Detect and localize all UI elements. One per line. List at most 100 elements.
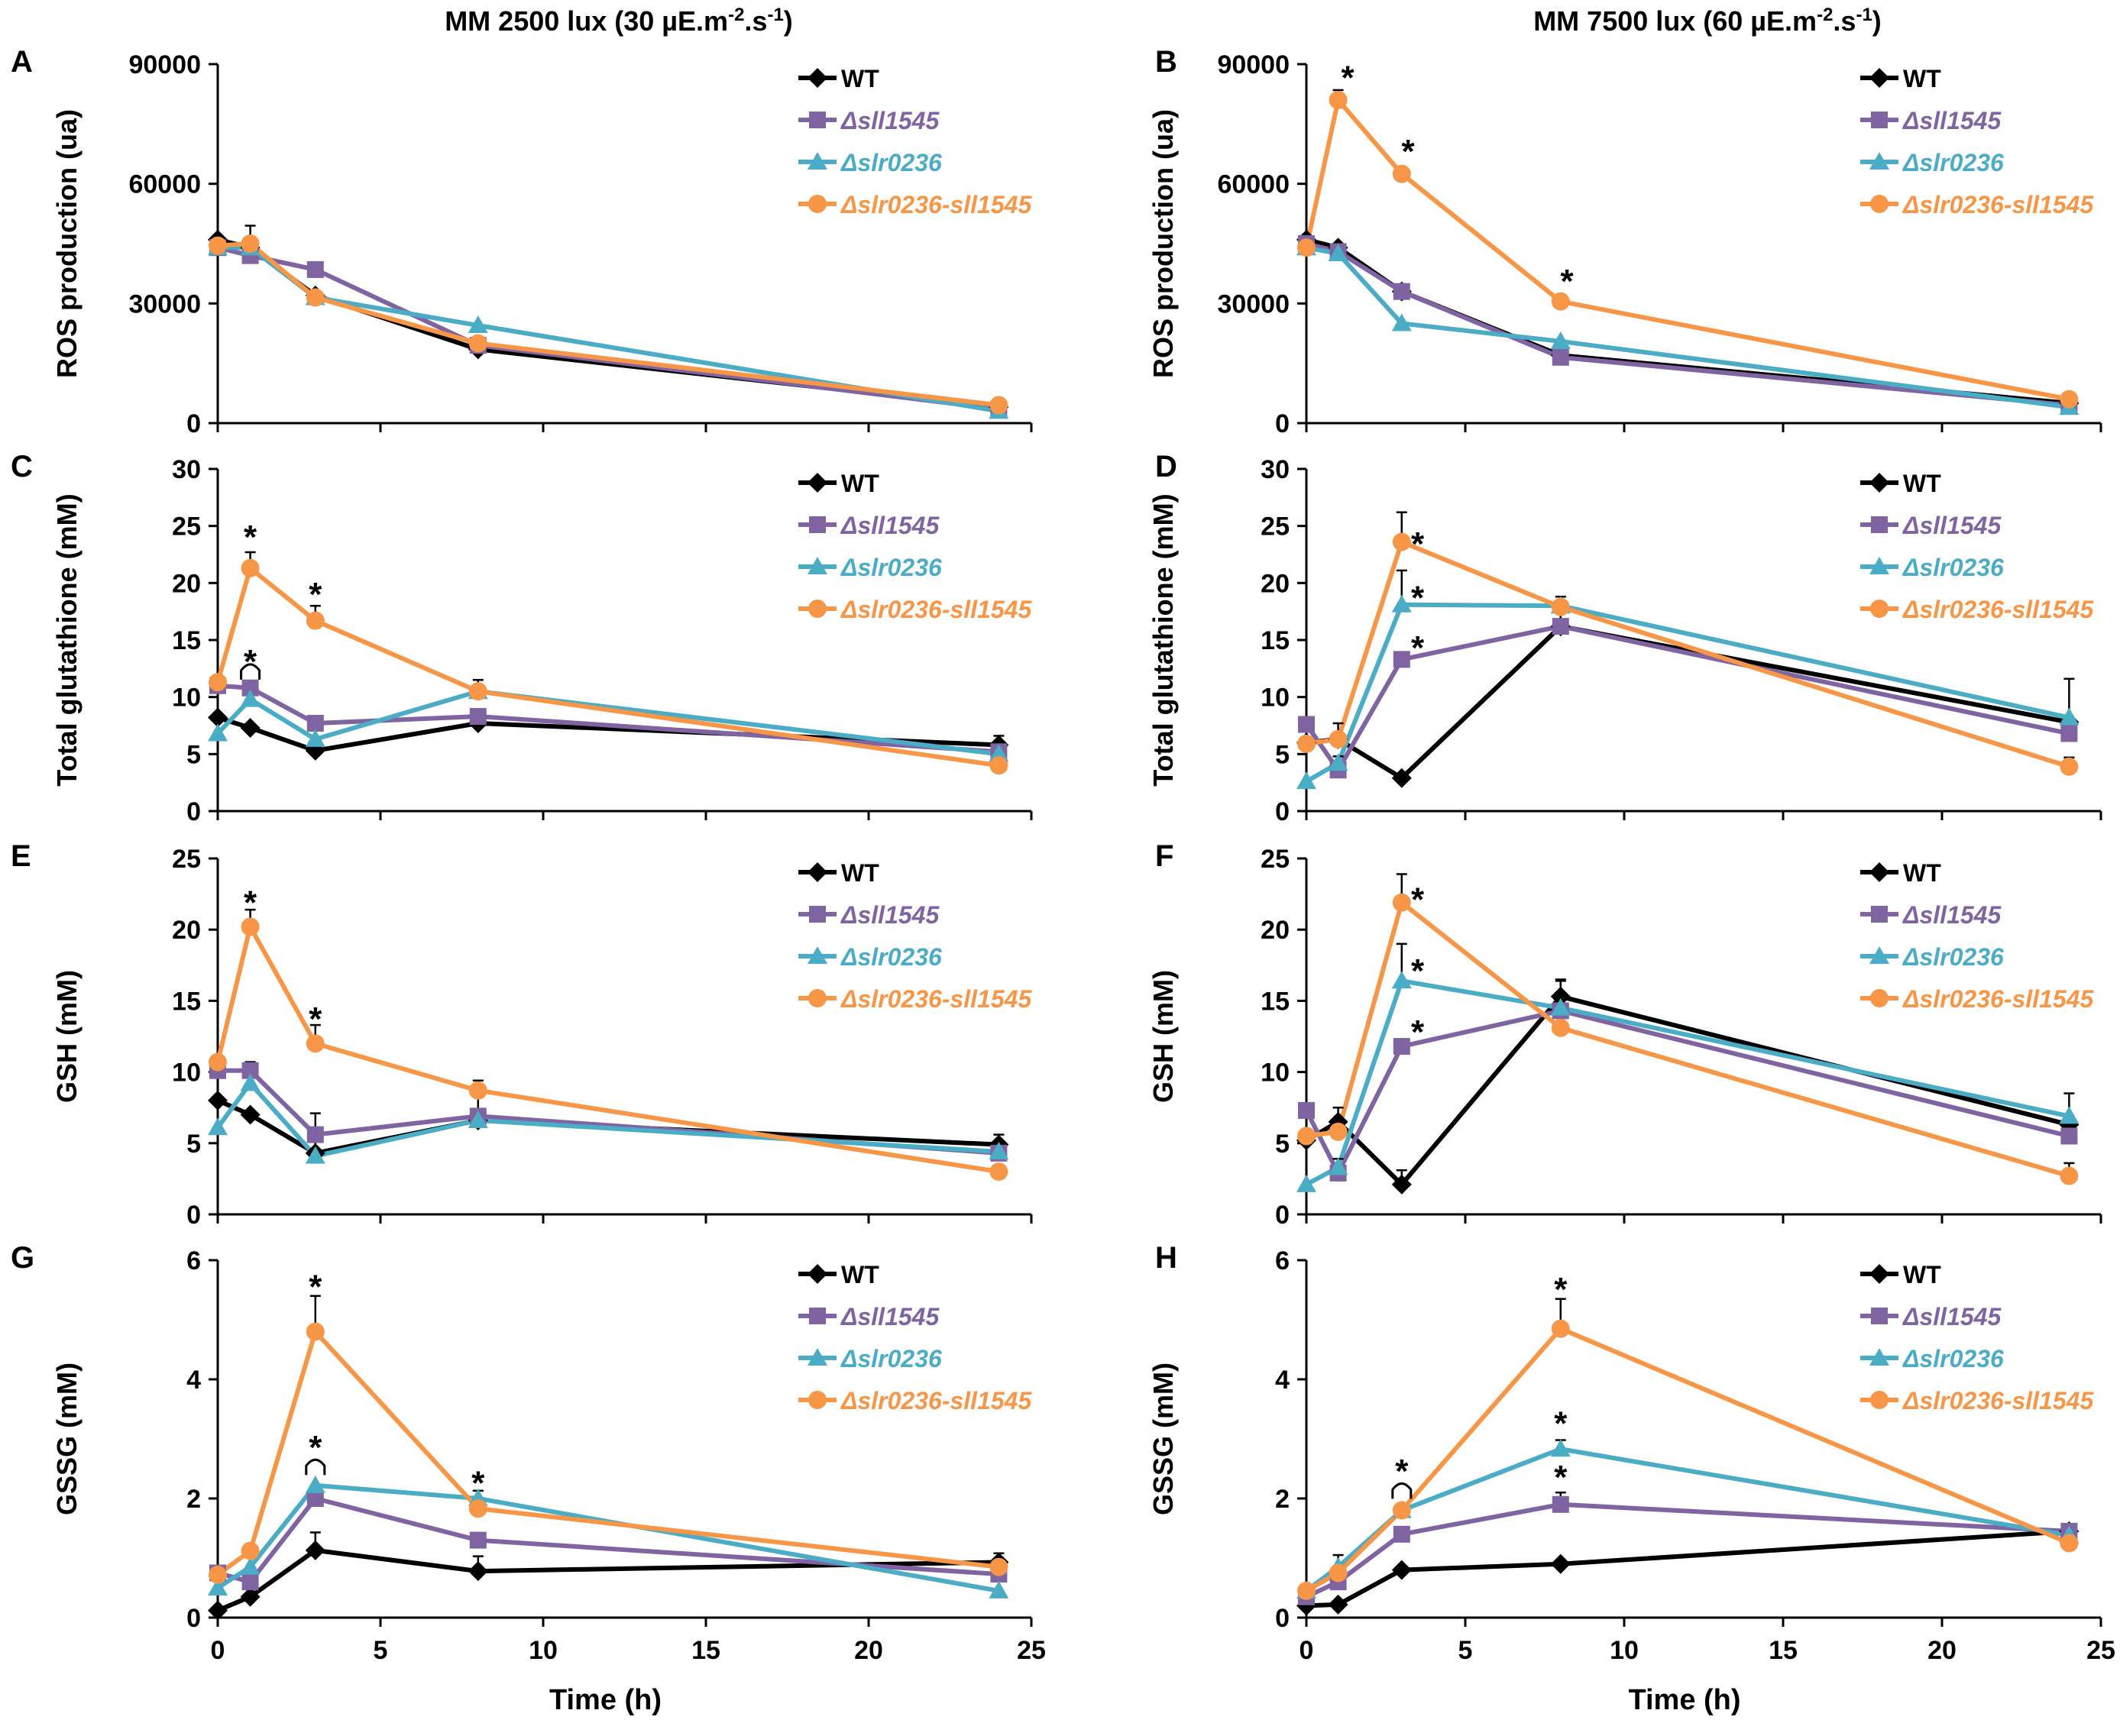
legend-marker-double [808, 989, 827, 1007]
data-point-slr0236 [240, 689, 261, 707]
legend-label-WT: WT [1903, 1261, 1941, 1288]
legend-marker-double [1870, 1391, 1889, 1409]
data-point-slr0236 [2059, 1106, 2080, 1124]
data-point-double [2060, 390, 2079, 409]
legend-label-WT: WT [1903, 859, 1941, 887]
panel-label: A [11, 45, 33, 79]
significance-bracket [1391, 1482, 1413, 1499]
x-tick-label: 25 [1017, 1636, 1046, 1665]
column-title-left-end: ) [784, 5, 793, 37]
y-tick-label: 4 [186, 1366, 201, 1395]
significance-bracket [240, 663, 261, 680]
y-tick-label: 10 [172, 1059, 201, 1088]
data-point-double [1551, 1018, 1570, 1037]
significance-star: * [1554, 1405, 1568, 1443]
legend-label-sll1545: Δsll1545 [840, 512, 940, 539]
data-point-double [1297, 1581, 1316, 1600]
data-point-double [468, 334, 487, 353]
legend-label-WT: WT [1903, 470, 1941, 497]
data-point-double [1297, 734, 1316, 753]
y-tick-label: 20 [1261, 916, 1290, 945]
data-point-slr0236 [1550, 331, 1571, 349]
legend-label-slr0236: Δslr0236 [1902, 943, 2004, 971]
data-point-double [1297, 1127, 1316, 1146]
panel-label: G [11, 1241, 34, 1275]
y-tick-label: 15 [1261, 626, 1290, 655]
data-point-WT [468, 1561, 488, 1582]
y-tick-label: 15 [1261, 987, 1290, 1016]
x-tick-label: 0 [211, 1636, 225, 1665]
data-point-double [209, 236, 227, 255]
legend-marker-WT [1869, 862, 1889, 882]
y-tick-label: 5 [1275, 740, 1290, 769]
data-point-double [1329, 91, 1348, 109]
legend-label-WT: WT [841, 470, 879, 497]
y-tick-label: 2 [1275, 1485, 1290, 1514]
y-tick-label: 25 [172, 512, 201, 541]
y-tick-label: 20 [172, 569, 201, 598]
legend-marker-double [808, 600, 827, 618]
data-point-double [468, 1499, 487, 1518]
data-point-double [1392, 1501, 1411, 1520]
data-point-WT [1550, 986, 1571, 1007]
legend-label-WT: WT [841, 1261, 879, 1288]
panel-label: D [1155, 450, 1177, 483]
data-point-slr0236 [208, 1117, 228, 1136]
column-title-right-sup: -2 [1817, 5, 1833, 25]
legend-marker-sll1545 [809, 906, 826, 923]
data-point-slr0236 [1328, 244, 1348, 262]
panel-E: E 0 5 10 15 20 25 GSH (mM) * * WT Δsll1545 Δslr0236 Δ… [11, 839, 1033, 1230]
y-tick-label: 0 [186, 409, 201, 438]
legend-marker-WT [808, 862, 827, 882]
data-point-slr0236 [1296, 1174, 1316, 1192]
data-point-slr0236 [989, 1141, 1009, 1159]
data-point-double [209, 673, 227, 692]
y-tick-label: 5 [186, 740, 201, 769]
data-point-slr0236 [1391, 313, 1412, 331]
y-tick-label: 10 [1261, 684, 1290, 713]
data-point-double [1392, 164, 1411, 183]
legend-label-double: Δslr0236-sll1545 [840, 596, 1032, 623]
legend-marker-WT [1869, 473, 1889, 493]
x-axis-label: Time (h) [1628, 1684, 1740, 1716]
data-point-slr0236 [1296, 771, 1316, 790]
data-point-WT [305, 1540, 325, 1560]
data-point-slr0236 [1550, 997, 1571, 1016]
legend-label-double: Δslr0236-sll1545 [1902, 596, 2094, 623]
y-tick-label: 90000 [1217, 50, 1290, 79]
data-point-slr0236 [468, 315, 488, 334]
y-axis-label: GSSG (mM) [51, 1363, 83, 1515]
data-point-slr0236 [208, 723, 228, 742]
x-tick-label: 5 [374, 1636, 388, 1665]
legend-marker-sll1545 [809, 112, 826, 128]
significance-star: * [1411, 881, 1425, 919]
x-tick-label: 15 [691, 1636, 720, 1665]
column-title-right-end: ) [1872, 5, 1882, 37]
x-tick-label: 5 [1458, 1636, 1473, 1665]
data-point-double [1329, 1563, 1348, 1582]
data-point-double [989, 396, 1008, 415]
data-point-slr0236 [305, 1146, 325, 1164]
y-tick-label: 4 [1275, 1366, 1290, 1395]
data-point-sll1545 [469, 708, 487, 726]
y-tick-label: 90000 [128, 50, 201, 79]
y-axis-label: ROS production (ua) [51, 109, 83, 378]
panels: A 0 30 0 0 0 60000 90000 ROS production (ua) WT Δs… [11, 45, 2115, 1716]
data-point-double [1329, 729, 1348, 748]
y-axis-label: ROS production (ua) [1147, 109, 1179, 378]
data-point-double [241, 558, 260, 577]
y-tick-label: 0 [1275, 1604, 1290, 1633]
column-title-left-mid: .s [744, 5, 767, 37]
y-tick-label: 30 [172, 455, 201, 484]
y-tick-label: 60000 [1217, 170, 1290, 199]
data-point-sll1545 [1298, 716, 1315, 733]
data-point-double [1392, 893, 1411, 912]
data-point-WT [240, 1586, 261, 1607]
data-point-double [2060, 1166, 2079, 1185]
x-tick-label: 10 [1610, 1636, 1639, 1665]
legend-label-double: Δslr0236-sll1545 [1902, 1387, 2094, 1414]
legend-label-sll1545: Δsll1545 [1902, 901, 2002, 929]
y-tick-label: 0 [186, 797, 201, 826]
legend-label-slr0236: Δslr0236 [840, 149, 942, 176]
legend-marker-sll1545 [1871, 112, 1888, 128]
